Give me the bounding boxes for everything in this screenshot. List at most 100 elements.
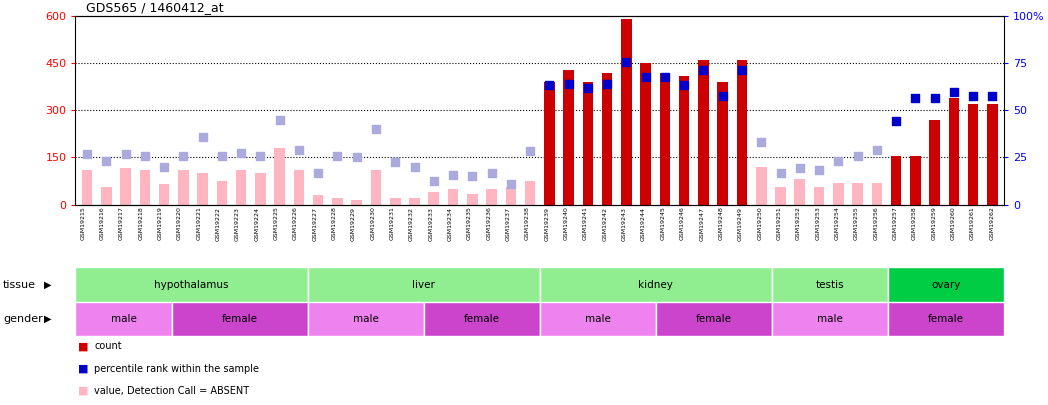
Bar xyxy=(332,198,343,205)
Point xyxy=(214,153,231,159)
Text: liver: liver xyxy=(412,279,435,290)
Bar xyxy=(423,302,540,336)
Point xyxy=(407,164,423,170)
Text: GSM19232: GSM19232 xyxy=(409,207,414,241)
Bar xyxy=(467,194,478,205)
Text: female: female xyxy=(696,314,732,324)
Text: GSM19248: GSM19248 xyxy=(719,207,723,241)
Text: female: female xyxy=(927,314,964,324)
Point xyxy=(252,153,268,159)
Text: GSM19219: GSM19219 xyxy=(157,207,162,241)
Point xyxy=(271,117,288,123)
Text: GSM19226: GSM19226 xyxy=(292,207,298,241)
Bar xyxy=(813,187,825,205)
Text: GSM19224: GSM19224 xyxy=(255,207,259,241)
Text: GSM19253: GSM19253 xyxy=(815,207,821,241)
Bar xyxy=(121,168,131,205)
Text: GSM19231: GSM19231 xyxy=(390,207,395,241)
Text: female: female xyxy=(222,314,258,324)
Text: value, Detection Call = ABSENT: value, Detection Call = ABSENT xyxy=(94,386,249,396)
Bar xyxy=(255,173,266,205)
Bar xyxy=(679,76,690,205)
Point xyxy=(348,154,365,161)
Text: GSM19243: GSM19243 xyxy=(621,207,627,241)
Bar xyxy=(308,267,540,302)
Text: GSM19261: GSM19261 xyxy=(970,207,975,240)
Point xyxy=(791,165,808,172)
Bar xyxy=(308,302,423,336)
Point xyxy=(329,153,346,159)
Text: count: count xyxy=(94,341,122,351)
Point xyxy=(772,170,789,177)
Bar xyxy=(852,183,863,205)
Bar xyxy=(525,181,536,205)
Text: GSM19254: GSM19254 xyxy=(834,207,839,241)
Point xyxy=(849,153,866,159)
Text: male: male xyxy=(585,314,611,324)
Point xyxy=(811,167,828,173)
Text: percentile rank within the sample: percentile rank within the sample xyxy=(94,364,259,373)
Point xyxy=(156,164,173,170)
Point xyxy=(580,85,596,92)
Point xyxy=(734,66,750,73)
Bar xyxy=(583,82,593,205)
Bar xyxy=(505,187,516,205)
Point xyxy=(598,81,615,87)
Bar xyxy=(659,73,671,205)
Point xyxy=(869,146,886,153)
Text: GSM19225: GSM19225 xyxy=(274,207,279,241)
Point xyxy=(965,93,982,100)
Point xyxy=(425,178,442,184)
Text: GSM19221: GSM19221 xyxy=(196,207,201,241)
Text: GDS565 / 1460412_at: GDS565 / 1460412_at xyxy=(86,1,223,14)
Text: GSM19250: GSM19250 xyxy=(757,207,762,240)
Point xyxy=(888,118,904,125)
Text: GSM19227: GSM19227 xyxy=(312,207,318,241)
Text: GSM19247: GSM19247 xyxy=(699,207,704,241)
Bar xyxy=(656,302,771,336)
Text: ■: ■ xyxy=(78,364,88,373)
Bar xyxy=(737,60,747,205)
Point xyxy=(522,148,539,154)
Bar xyxy=(159,184,170,205)
Text: GSM19252: GSM19252 xyxy=(795,207,801,241)
Text: GSM19262: GSM19262 xyxy=(989,207,995,241)
Text: GSM19237: GSM19237 xyxy=(506,207,510,241)
Text: GSM19257: GSM19257 xyxy=(893,207,897,241)
Bar xyxy=(82,170,92,205)
Bar xyxy=(447,189,458,205)
Text: ovary: ovary xyxy=(932,279,961,290)
Bar xyxy=(872,183,882,205)
Point xyxy=(676,82,693,89)
Point xyxy=(695,66,712,73)
Bar xyxy=(178,170,189,205)
Point xyxy=(945,88,962,95)
Bar xyxy=(602,73,612,205)
Bar xyxy=(794,179,805,205)
Text: GSM19251: GSM19251 xyxy=(777,207,782,240)
Text: GSM19255: GSM19255 xyxy=(854,207,859,240)
Bar xyxy=(139,170,150,205)
Text: ▶: ▶ xyxy=(44,314,52,324)
Bar xyxy=(698,60,708,205)
Point xyxy=(830,157,847,164)
Bar xyxy=(486,189,497,205)
Point xyxy=(502,181,519,188)
Text: GSM19245: GSM19245 xyxy=(660,207,665,241)
Text: male: male xyxy=(353,314,378,324)
Text: GSM19223: GSM19223 xyxy=(235,207,240,241)
Bar xyxy=(540,267,771,302)
Text: GSM19216: GSM19216 xyxy=(100,207,105,240)
Text: hypothalamus: hypothalamus xyxy=(154,279,228,290)
Text: GSM19238: GSM19238 xyxy=(525,207,530,241)
Bar xyxy=(172,302,308,336)
Point xyxy=(387,159,403,165)
Point xyxy=(926,95,943,101)
Point xyxy=(984,93,1001,100)
Point xyxy=(233,149,249,156)
Text: GSM19215: GSM19215 xyxy=(80,207,85,240)
Bar xyxy=(771,267,888,302)
Bar xyxy=(390,198,400,205)
Bar xyxy=(409,198,420,205)
Bar xyxy=(540,302,656,336)
